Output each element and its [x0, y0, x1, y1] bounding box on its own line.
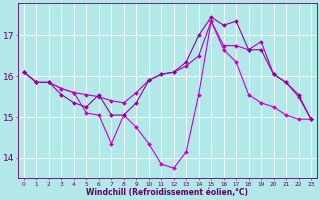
X-axis label: Windchill (Refroidissement éolien,°C): Windchill (Refroidissement éolien,°C) — [86, 188, 249, 197]
